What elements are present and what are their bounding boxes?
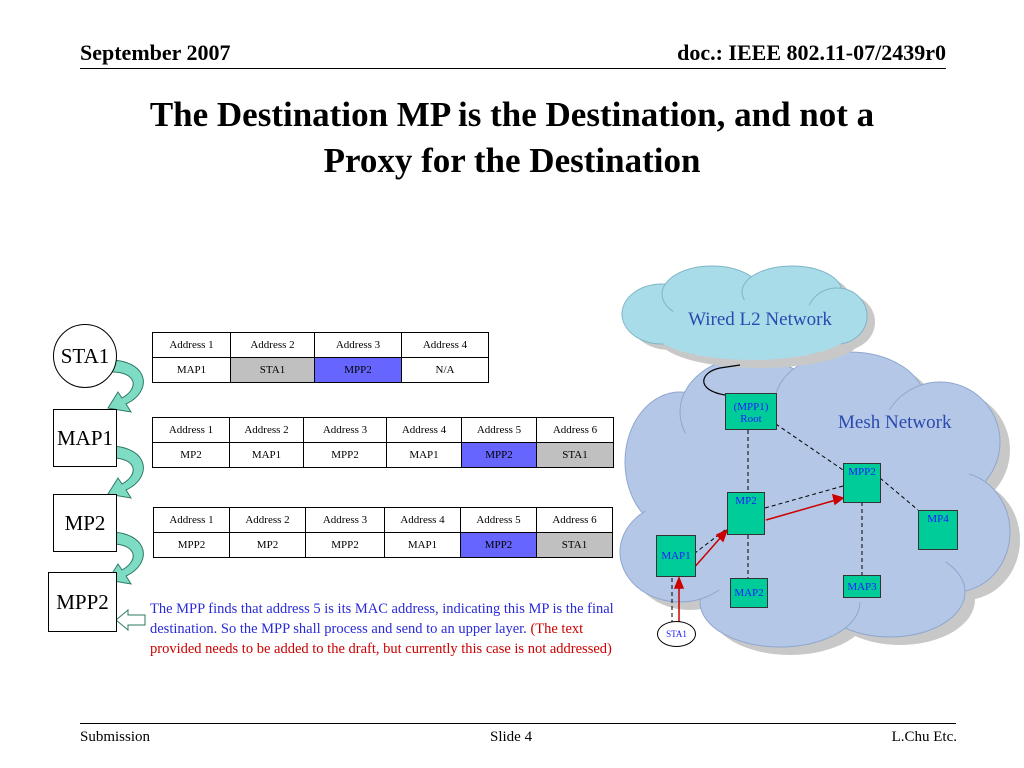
address-table-2: Address 1 Address 2 Address 3 Address 4 … [152,417,614,468]
table-header-row: Address 1 Address 2 Address 3 Address 4 … [152,417,614,443]
wired-cloud-body [652,300,852,360]
table-header-cell: Address 2 [229,507,306,533]
map1-mesh-node: MAP1 [656,535,696,577]
header-rule [80,68,946,69]
table-cell: MPP2 [305,532,385,558]
table-header-row: Address 1 Address 2 Address 3 Address 4 … [153,507,613,533]
map3-mesh-node: MAP3 [843,575,881,598]
root-label-line1: (MPP1) [733,400,769,413]
root-mpp1-node: (MPP1) Root [725,393,777,430]
note-red-text: (The text provided needs to be added to … [150,621,612,657]
table-cell: MPP2 [461,442,537,468]
map2-mesh-node: MAP2 [730,578,768,608]
table-cell: MAP1 [384,532,461,558]
data-path-arrows [673,493,845,622]
root-label-line2: Root [740,412,762,425]
table-header-cell: Address 3 [303,417,387,443]
table-cell: STA1 [230,357,315,383]
table-cell: N/A [401,357,489,383]
header-date: September 2007 [80,40,231,65]
map1-node: MAP1 [53,409,117,467]
address-table-1: Address 1 Address 2 Address 3 Address 4 … [152,332,489,383]
table-cell: MAP1 [386,442,462,468]
hollow-arrow-left [115,608,146,632]
mp4-mesh-node: MP4 [918,510,958,550]
table-cell: MPP2 [303,442,387,468]
wired-network-label: Wired L2 Network [688,309,832,330]
address-table-3: Address 1 Address 2 Address 3 Address 4 … [153,507,613,558]
mp2-mesh-node: MP2 [727,492,765,535]
footer-rule [80,723,956,724]
curved-arrow-map1-mp2 [107,445,144,499]
footer-author: L.Chu Etc. [891,729,957,745]
mpp2-node: MPP2 [48,572,117,632]
table-header-cell: Address 6 [536,507,613,533]
mesh-network-label: Mesh Network [838,412,952,433]
wired-root-link [703,364,741,396]
table-row: MPP2 MP2 MPP2 MAP1 MPP2 STA1 [153,532,613,558]
table-header-cell: Address 1 [152,332,231,358]
mpp2-mesh-node: MPP2 [843,463,881,503]
explanation-note: The MPP finds that address 5 is its MAC … [150,599,638,659]
slide-title: The Destination MP is the Destination, a… [60,92,964,184]
table-header-cell: Address 3 [314,332,402,358]
table-cell: MAP1 [229,442,304,468]
table-header-cell: Address 4 [386,417,462,443]
sta1-mesh-node: STA1 [657,621,696,647]
table-cell: MP2 [152,442,230,468]
curved-arrow-sta1-map1 [107,359,144,413]
footer-slide-number: Slide 4 [490,729,533,745]
table-row: MAP1 STA1 MPP2 N/A [152,357,489,383]
table-header-cell: Address 3 [305,507,385,533]
sta1-node: STA1 [53,324,117,388]
mesh-links [671,419,919,622]
curved-arrow-mp2-mpp2 [107,531,144,585]
footer-submission: Submission [80,729,151,745]
table-cell: MPP2 [153,532,230,558]
table-header-cell: Address 6 [536,417,614,443]
table-header-cell: Address 4 [384,507,461,533]
title-line-1: The Destination MP is the Destination, a… [149,95,875,134]
table-cell: STA1 [536,442,614,468]
table-row: MP2 MAP1 MPP2 MAP1 MPP2 STA1 [152,442,614,468]
table-header-cell: Address 2 [229,417,304,443]
table-cell: MAP1 [152,357,231,383]
mesh-cloud-body [645,397,975,607]
table-cell: MP2 [229,532,306,558]
header-doc-id: doc.: IEEE 802.11-07/2439r0 [677,40,946,65]
mp2-node: MP2 [53,494,117,552]
table-cell: STA1 [536,532,613,558]
title-line-2: Proxy for the Destination [323,141,701,180]
table-cell: MPP2 [460,532,537,558]
note-blue-text: The MPP finds that address 5 is its MAC … [150,601,614,637]
table-cell: MPP2 [314,357,402,383]
table-header-cell: Address 5 [461,417,537,443]
